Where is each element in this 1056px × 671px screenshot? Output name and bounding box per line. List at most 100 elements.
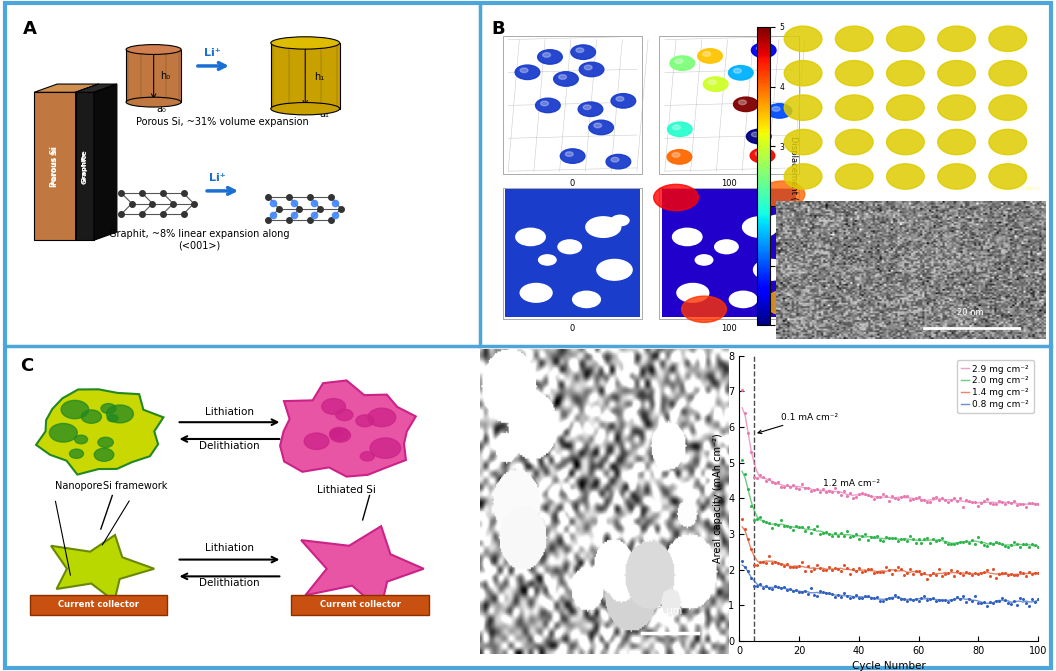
Circle shape [61, 401, 89, 419]
Circle shape [667, 150, 692, 164]
Circle shape [329, 429, 351, 442]
2.0 mg cm⁻² [736, 468, 749, 476]
1.4 mg cm⁻² [736, 523, 749, 531]
2.9 mg cm⁻² [793, 482, 806, 491]
Text: B: B [491, 20, 505, 38]
Circle shape [835, 60, 873, 86]
2.0 mg cm⁻² [912, 537, 925, 545]
Circle shape [539, 255, 557, 265]
Circle shape [108, 415, 118, 422]
Circle shape [543, 52, 550, 57]
Circle shape [835, 26, 873, 52]
Circle shape [729, 66, 753, 80]
Ellipse shape [126, 44, 182, 54]
Circle shape [887, 95, 924, 120]
Circle shape [356, 415, 374, 427]
Text: Lithiation: Lithiation [205, 543, 253, 553]
Text: (<001>): (<001>) [178, 240, 221, 250]
Text: Porous Si: Porous Si [52, 148, 58, 185]
Circle shape [606, 154, 630, 169]
Circle shape [760, 181, 805, 207]
Polygon shape [662, 189, 796, 317]
Circle shape [367, 408, 396, 427]
2.9 mg cm⁻² [888, 495, 901, 503]
Text: h₁: h₁ [315, 72, 324, 83]
Text: a₀: a₀ [156, 104, 166, 113]
0.8 mg cm⁻² [1020, 597, 1033, 605]
Text: Delithiation: Delithiation [200, 441, 260, 451]
Text: A: A [23, 20, 37, 38]
Circle shape [572, 291, 601, 307]
Circle shape [322, 399, 345, 415]
Circle shape [785, 164, 822, 189]
Polygon shape [506, 189, 640, 317]
Text: Li⁺: Li⁺ [204, 48, 221, 58]
2.9 mg cm⁻² [736, 404, 749, 412]
Circle shape [670, 56, 695, 70]
2.9 mg cm⁻² [1007, 499, 1020, 507]
Text: 20 nm: 20 nm [957, 309, 983, 317]
Circle shape [515, 228, 545, 246]
Circle shape [370, 438, 400, 458]
Circle shape [611, 158, 619, 162]
0.8 mg cm⁻² [1011, 597, 1023, 605]
Circle shape [887, 26, 924, 52]
1.4 mg cm⁻² [888, 566, 901, 574]
Text: Lithiation: Lithiation [205, 407, 253, 417]
Circle shape [734, 97, 758, 111]
Text: Li⁺: Li⁺ [209, 173, 225, 183]
Text: Current collector: Current collector [320, 600, 401, 609]
Polygon shape [503, 188, 642, 319]
Ellipse shape [126, 97, 182, 107]
Polygon shape [280, 380, 416, 476]
Text: Nanopore: Nanopore [55, 481, 102, 491]
Circle shape [673, 125, 680, 130]
Circle shape [98, 437, 113, 448]
Text: 100: 100 [721, 179, 737, 189]
1.4 mg cm⁻² [1032, 569, 1044, 577]
2.0 mg cm⁻² [805, 525, 817, 533]
Circle shape [584, 65, 592, 70]
Circle shape [107, 405, 133, 423]
Circle shape [767, 104, 792, 118]
Circle shape [70, 449, 83, 458]
Circle shape [938, 130, 976, 155]
Circle shape [558, 240, 582, 254]
Text: 0: 0 [570, 324, 576, 333]
2.0 mg cm⁻² [1007, 541, 1020, 550]
Circle shape [682, 296, 727, 323]
Y-axis label: Displacement (nm): Displacement (nm) [789, 136, 798, 217]
Circle shape [553, 72, 579, 86]
Circle shape [593, 123, 602, 127]
Polygon shape [36, 389, 164, 474]
Circle shape [785, 130, 822, 155]
0.8 mg cm⁻² [1032, 597, 1044, 605]
Circle shape [698, 49, 722, 63]
2.9 mg cm⁻² [912, 495, 925, 503]
Y-axis label: Areal capacity (mAh cm⁻²): Areal capacity (mAh cm⁻²) [713, 433, 722, 563]
2.9 mg cm⁻² [1017, 501, 1030, 509]
0.8 mg cm⁻² [736, 561, 749, 569]
Polygon shape [301, 526, 423, 610]
Circle shape [772, 107, 780, 111]
Circle shape [756, 46, 765, 50]
Text: 100: 100 [721, 324, 737, 333]
1.4 mg cm⁻² [912, 568, 925, 576]
Circle shape [734, 68, 741, 73]
Circle shape [559, 74, 566, 79]
2.9 mg cm⁻² [805, 485, 817, 493]
Circle shape [576, 48, 584, 52]
Circle shape [835, 164, 873, 189]
Polygon shape [76, 84, 98, 240]
Circle shape [81, 410, 101, 423]
Circle shape [677, 283, 709, 302]
Circle shape [579, 102, 603, 117]
2.0 mg cm⁻² [793, 524, 806, 532]
2.0 mg cm⁻² [1032, 541, 1044, 550]
Legend: 2.9 mg cm⁻², 2.0 mg cm⁻², 1.4 mg cm⁻², 0.8 mg cm⁻²: 2.9 mg cm⁻², 2.0 mg cm⁻², 1.4 mg cm⁻², 0… [957, 360, 1034, 413]
Circle shape [75, 435, 88, 444]
FancyBboxPatch shape [291, 595, 430, 615]
Circle shape [695, 255, 713, 265]
2.9 mg cm⁻² [1020, 500, 1033, 508]
Circle shape [597, 260, 633, 280]
